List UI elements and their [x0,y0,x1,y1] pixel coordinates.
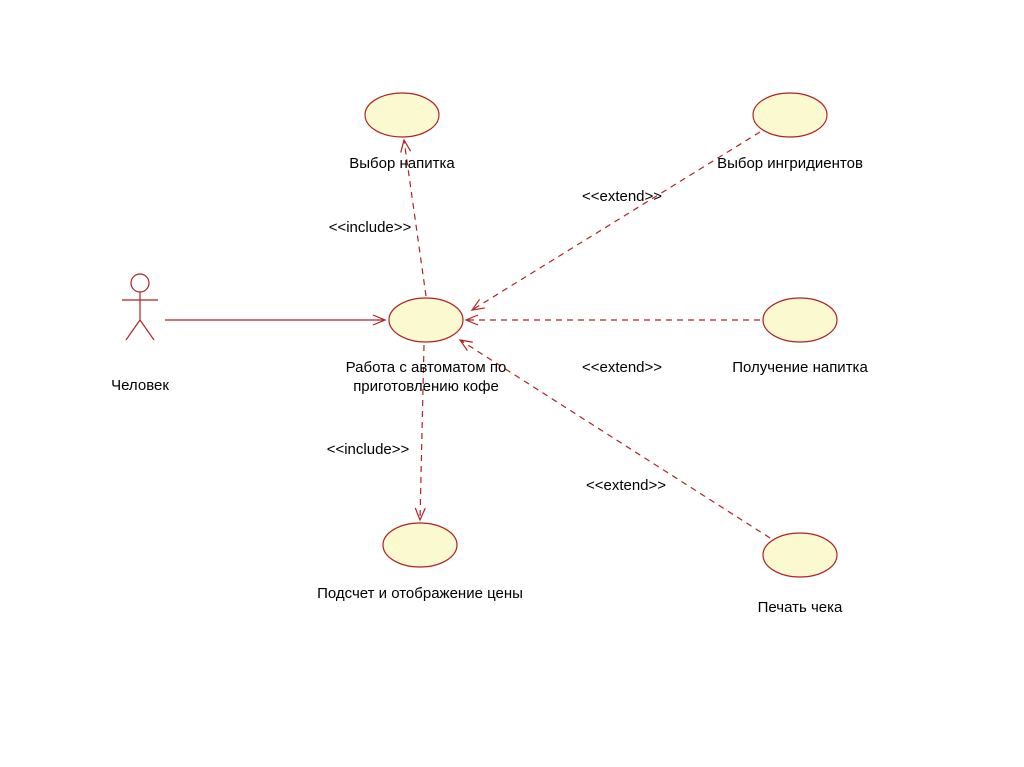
arrowhead-open [472,299,485,310]
actor-label: Человек [111,377,169,394]
uc-select-drink-label: Выбор напитка [349,155,455,172]
actor-leg-right [140,320,154,340]
actor-head [131,274,149,292]
uc-price [383,523,457,567]
uc-select-drink-label-line-0: Выбор напитка [349,155,455,172]
uc-select-ingr [753,93,827,137]
e-get-main-label: <<extend>> [582,359,662,376]
uc-get-drink-label: Получение напитка [732,359,868,376]
e-main-price-label: <<include>> [327,441,410,458]
uc-receipt [763,533,837,577]
uc-select-ingr-label-line-0: Выбор ингридиентов [717,155,863,172]
uc-price-label-line-0: Подсчет и отображение цены [317,585,523,602]
uc-select-drink [365,93,439,137]
uc-main-label: Работа с автоматом по приготовлению кофе [346,359,507,395]
e-ingr-main-label: <<extend>> [582,188,662,205]
e-main-drink-label: <<include>> [329,219,412,236]
uc-receipt-label-line-0: Печать чека [758,599,843,616]
uc-price-label: Подсчет и отображение цены [317,585,523,602]
uc-receipt-label: Печать чека [758,599,843,616]
e-receipt-main-label: <<extend>> [586,477,666,494]
uc-select-ingr-label: Выбор ингридиентов [717,155,863,172]
actor-human: Человек [111,274,169,394]
actor-leg-left [126,320,140,340]
uc-get-drink-label-line-0: Получение напитка [732,359,868,376]
uc-main-label-line-0: Работа с автоматом по [346,359,507,376]
uc-get-drink [763,298,837,342]
uc-main-label-line-1: приготовлению кофе [353,378,499,395]
uc-main [389,298,463,342]
